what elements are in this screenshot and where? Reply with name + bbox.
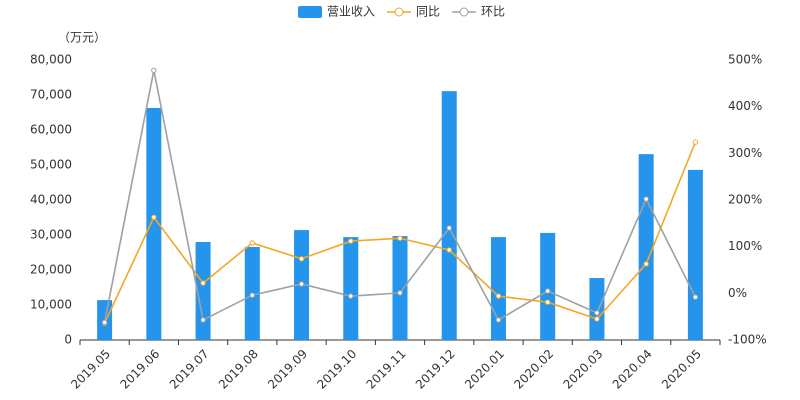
legend-swatch xyxy=(394,7,404,17)
bar xyxy=(687,169,703,340)
x-tick-label: 2020.01 xyxy=(462,347,507,392)
point xyxy=(151,67,157,73)
point xyxy=(594,316,600,322)
point xyxy=(495,293,502,299)
point xyxy=(249,240,256,246)
y2-tick-label: -100% xyxy=(728,333,767,347)
legend-swatch xyxy=(459,7,469,17)
y-tick-label: 80,000 xyxy=(30,53,72,67)
point xyxy=(544,299,551,305)
point xyxy=(200,317,206,323)
point xyxy=(298,256,305,262)
x-tick-label: 2019.05 xyxy=(68,347,113,392)
point xyxy=(643,196,649,202)
y-tick-label: 30,000 xyxy=(30,228,72,242)
point xyxy=(151,214,157,220)
unit-label: （万元） xyxy=(58,31,106,45)
y2-tick-label: 0% xyxy=(728,286,747,300)
point xyxy=(348,238,354,244)
bar xyxy=(441,91,457,341)
point xyxy=(643,261,649,267)
y-tick-label: 20,000 xyxy=(30,263,72,277)
point xyxy=(298,281,305,287)
point xyxy=(544,288,551,294)
bar xyxy=(343,237,359,340)
y-tick-label: 10,000 xyxy=(30,298,72,312)
x-tick-label: 2020.02 xyxy=(511,347,556,392)
x-tick-label: 2019.06 xyxy=(117,347,162,392)
point xyxy=(200,280,206,286)
y2-tick-label: 500% xyxy=(728,53,762,67)
legend-label: 同比 xyxy=(416,5,440,19)
bar xyxy=(146,107,162,340)
bar xyxy=(490,237,506,340)
point xyxy=(446,225,452,231)
y2-tick-label: 100% xyxy=(728,239,762,253)
bar xyxy=(589,278,605,340)
point xyxy=(249,292,256,298)
bar xyxy=(392,236,408,340)
bar xyxy=(638,154,654,340)
point xyxy=(495,317,502,323)
legend-label: 营业收入 xyxy=(327,5,375,19)
y-tick-label: 40,000 xyxy=(30,193,72,207)
x-tick-label: 2020.03 xyxy=(561,347,606,392)
x-tick-label: 2019.12 xyxy=(413,347,458,392)
y-tick-label: 60,000 xyxy=(30,123,72,137)
point xyxy=(348,293,354,299)
point xyxy=(594,310,600,316)
legend-swatch xyxy=(298,6,322,18)
point xyxy=(692,294,699,300)
y-tick-label: 70,000 xyxy=(30,88,72,102)
x-tick-label: 2019.10 xyxy=(314,347,359,392)
y2-tick-label: 200% xyxy=(728,193,762,207)
point xyxy=(692,139,699,145)
bar xyxy=(195,242,211,340)
y2-tick-label: 400% xyxy=(728,99,762,113)
point xyxy=(446,247,452,253)
x-tick-label: 2019.11 xyxy=(364,347,409,392)
point xyxy=(101,319,108,325)
x-tick-label: 2020.04 xyxy=(610,347,655,392)
x-tick-label: 2019.09 xyxy=(265,347,310,392)
x-tick-label: 2020.05 xyxy=(659,347,704,392)
y-tick-label: 50,000 xyxy=(30,158,72,172)
y2-tick-label: 300% xyxy=(728,146,762,160)
bar xyxy=(540,232,556,340)
y-tick-label: 0 xyxy=(64,333,72,347)
point xyxy=(397,235,403,241)
x-tick-label: 2019.07 xyxy=(167,347,212,392)
point xyxy=(397,290,403,296)
legend-label: 环比 xyxy=(481,5,505,19)
x-tick-label: 2019.08 xyxy=(216,347,261,392)
